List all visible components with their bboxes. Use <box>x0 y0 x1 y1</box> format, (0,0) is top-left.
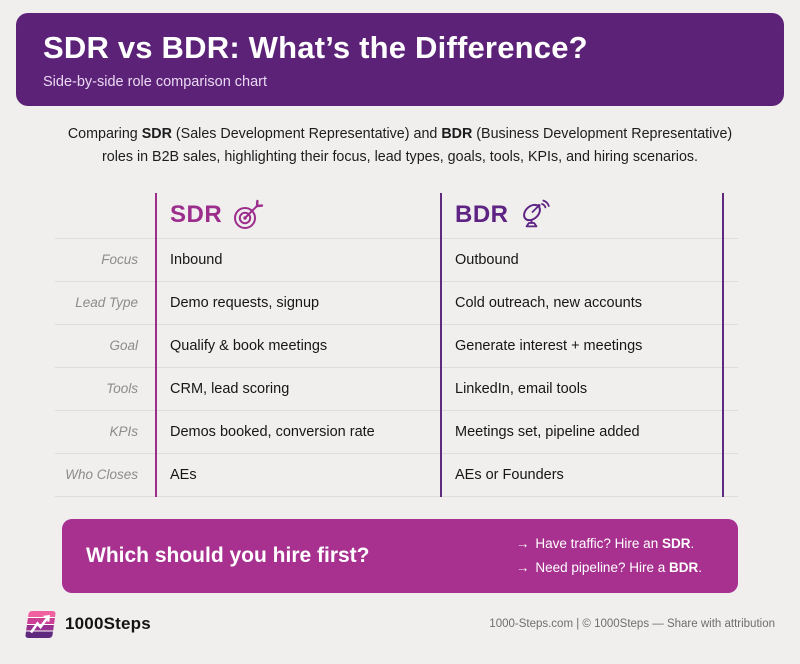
row-label: Tools <box>106 381 138 397</box>
sdr-cell: CRM, lead scoring <box>170 380 290 397</box>
table-row-lead-type: Lead Type Demo requests, signup Cold out… <box>55 282 738 325</box>
target-icon <box>232 199 264 231</box>
cta-item-bold: BDR <box>668 560 699 576</box>
description-sdr-bold: SDR <box>141 126 172 142</box>
comparison-table: SDR BDR <box>55 192 738 497</box>
sdr-cell: Demos booked, conversion rate <box>170 423 375 440</box>
bdr-cell: Generate interest + meetings <box>455 337 643 354</box>
row-label: Lead Type <box>75 295 138 311</box>
row-label: Focus <box>101 252 138 268</box>
table-row-goal: Goal Qualify & book meetings Generate in… <box>55 325 738 368</box>
cta-box: Which should you hire first? → Have traff… <box>62 518 738 593</box>
cta-item-period: . <box>698 560 702 576</box>
satellite-dish-icon <box>519 199 551 231</box>
cta-item-text: Have traffic? Hire an <box>535 536 662 552</box>
cta-item-bold: SDR <box>661 536 691 552</box>
table-row-focus: Focus Inbound Outbound <box>55 239 738 282</box>
description-text: Comparing <box>67 126 142 142</box>
row-label: Who Closes <box>65 467 138 483</box>
description-bdr-bold: BDR <box>441 126 473 142</box>
bdr-column-divider <box>440 192 442 497</box>
table-right-divider <box>722 192 724 497</box>
bdr-cell: AEs or Founders <box>455 466 564 483</box>
sdr-column-divider <box>155 192 157 497</box>
bdr-column-title: BDR <box>455 201 509 229</box>
bdr-cell: Outbound <box>455 251 519 268</box>
cta-item-period: . <box>690 536 695 552</box>
attribution-text: 1000-Steps.com | © 1000Steps — Share wit… <box>489 618 775 631</box>
bdr-cell: LinkedIn, email tools <box>455 380 588 397</box>
bdr-cell: Meetings set, pipeline added <box>455 423 640 440</box>
arrow-right-icon: → <box>515 536 530 552</box>
table-row-tools: Tools CRM, lead scoring LinkedIn, email … <box>55 368 738 411</box>
description-text: (Business Development Representative) ro… <box>101 126 733 165</box>
description-text: (Sales Development Representative) and <box>171 126 442 142</box>
cta-item-bdr: → Need pipeline? Hire a BDR. <box>516 560 702 575</box>
bdr-column-header: BDR <box>440 199 738 231</box>
row-label: KPIs <box>109 424 138 440</box>
cta-item-sdr: → Have traffic? Hire an SDR. <box>516 536 702 551</box>
footer: 1000Steps 1000-Steps.com | © 1000Steps —… <box>25 610 775 638</box>
table-row-kpis: KPIs Demos booked, conversion rate Meeti… <box>55 411 738 454</box>
sdr-column-header: SDR <box>155 199 440 231</box>
cta-items: → Have traffic? Hire an SDR. → Need pipeli… <box>516 536 702 575</box>
sdr-cell: AEs <box>170 466 197 483</box>
description: Comparing SDR (Sales Development Represe… <box>52 123 748 169</box>
arrow-right-icon: → <box>515 560 530 576</box>
sdr-column-title: SDR <box>170 201 223 229</box>
logo-arrow <box>29 614 51 634</box>
row-label: Goal <box>109 338 138 354</box>
page-title: SDR vs BDR: What’s the Difference? <box>43 30 588 65</box>
sdr-cell: Qualify & book meetings <box>170 337 328 354</box>
sdr-cell: Demo requests, signup <box>170 294 320 311</box>
cta-item-text: Need pipeline? Hire a <box>535 560 669 576</box>
header-card: SDR vs BDR: What’s the Difference? Side-… <box>16 13 784 106</box>
brand-name: 1000Steps <box>65 614 151 634</box>
sdr-cell: Inbound <box>170 251 223 268</box>
steps-arrow-logo-icon <box>25 610 56 638</box>
page-subtitle: Side-by-side role comparison chart <box>43 74 268 90</box>
bdr-cell: Cold outreach, new accounts <box>455 294 642 311</box>
brand: 1000Steps <box>25 610 151 638</box>
table-row-who-closes: Who Closes AEs AEs or Founders <box>55 454 738 497</box>
cta-question: Which should you hire first? <box>86 543 370 567</box>
table-header-row: SDR BDR <box>55 193 738 239</box>
